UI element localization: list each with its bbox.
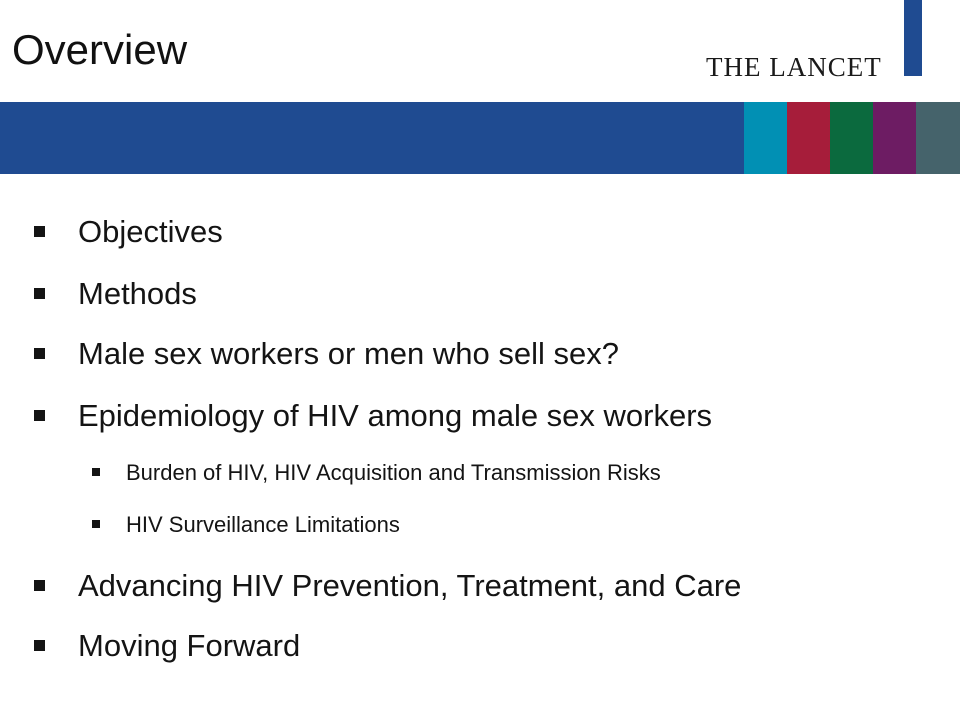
outline-item-text: Advancing HIV Prevention, Treatment, and… (78, 568, 742, 603)
bullet-square-icon (34, 288, 45, 299)
outline-subitem-text: HIV Surveillance Limitations (126, 512, 400, 537)
outline-item-advancing: Advancing HIV Prevention, Treatment, and… (34, 566, 742, 606)
outline-subitem-surveillance: HIV Surveillance Limitations (92, 510, 400, 540)
bullet-square-icon (92, 468, 100, 476)
bullet-square-icon (34, 580, 45, 591)
color-swatch-teal (744, 102, 787, 174)
outline-item-objectives: Objectives (34, 212, 223, 252)
outline-item-text: Epidemiology of HIV among male sex worke… (78, 398, 713, 433)
outline-item-text: Methods (78, 276, 197, 311)
outline-item-text: Male sex workers or men who sell sex? (78, 336, 619, 371)
outline-item-text: Moving Forward (78, 628, 301, 663)
outline-item-methods: Methods (34, 274, 197, 314)
color-swatch-purple (873, 102, 916, 174)
logo-accent-bar (904, 0, 922, 76)
bullet-square-icon (34, 348, 45, 359)
outline-subitem-text: Burden of HIV, HIV Acquisition and Trans… (126, 460, 661, 485)
color-swatch-green (830, 102, 873, 174)
outline-item-moving-forward: Moving Forward (34, 626, 301, 666)
slide-title: Overview (12, 26, 188, 73)
outline-subitem-burden: Burden of HIV, HIV Acquisition and Trans… (92, 458, 661, 488)
outline-item-epidemiology: Epidemiology of HIV among male sex worke… (34, 396, 713, 436)
bullet-square-icon (34, 410, 45, 421)
bullet-square-icon (34, 640, 45, 651)
color-swatch-slate (916, 102, 960, 174)
color-swatch-crimson (787, 102, 830, 174)
bullet-square-icon (34, 226, 45, 237)
bullet-square-icon (92, 520, 100, 528)
header-banner (0, 102, 744, 174)
outline-item-male-sex-workers: Male sex workers or men who sell sex? (34, 334, 619, 374)
outline-item-text: Objectives (78, 214, 223, 249)
lancet-logo-text: THE LANCET (706, 52, 882, 82)
